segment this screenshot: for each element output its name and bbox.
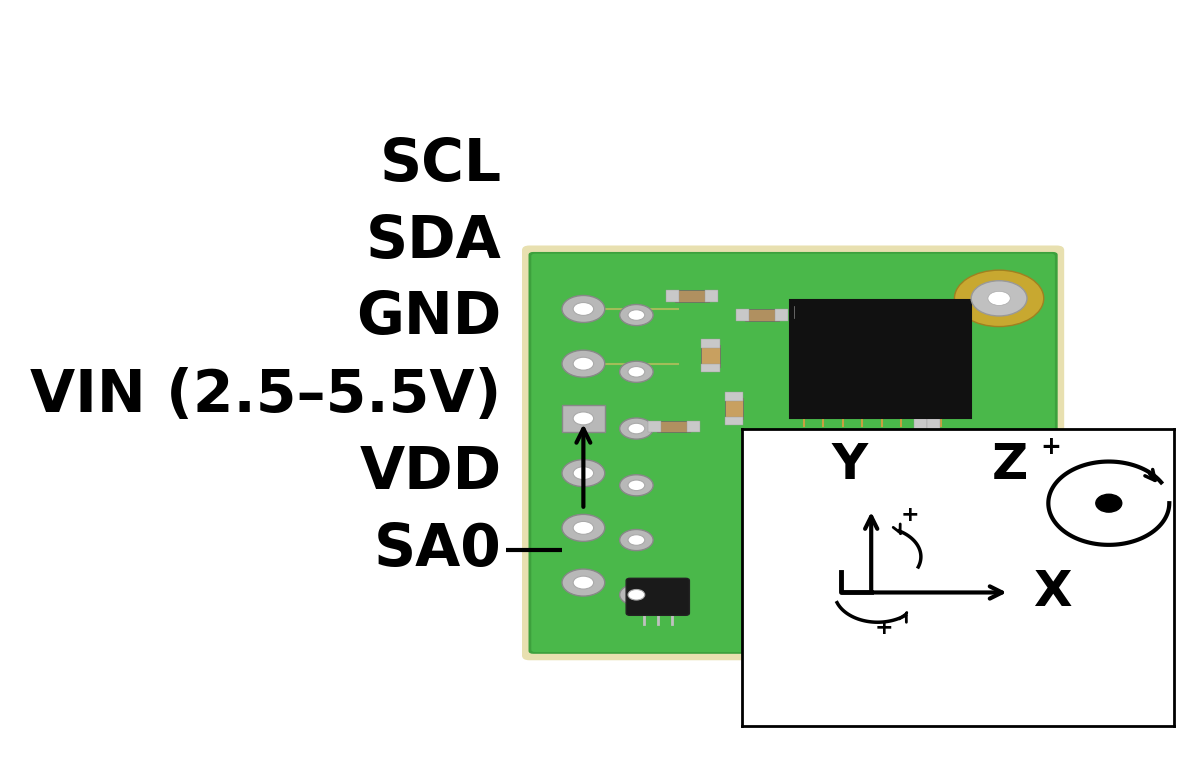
Polygon shape: [926, 401, 940, 429]
Text: X: X: [1033, 568, 1072, 617]
Circle shape: [562, 514, 605, 542]
Polygon shape: [736, 309, 749, 320]
Circle shape: [619, 361, 653, 382]
Polygon shape: [666, 290, 679, 302]
Text: +: +: [1040, 435, 1061, 459]
Circle shape: [574, 576, 594, 589]
Circle shape: [971, 601, 1027, 637]
Circle shape: [574, 467, 594, 480]
Text: SCL: SCL: [379, 137, 502, 194]
Circle shape: [619, 304, 653, 326]
FancyBboxPatch shape: [522, 246, 1064, 660]
Polygon shape: [648, 420, 660, 433]
Circle shape: [562, 459, 605, 487]
Circle shape: [628, 535, 644, 546]
Polygon shape: [775, 309, 788, 320]
Polygon shape: [656, 420, 690, 433]
Text: VDD: VDD: [360, 444, 502, 501]
Text: SDA: SDA: [366, 213, 502, 270]
Circle shape: [971, 281, 1027, 316]
Text: SA0: SA0: [373, 521, 502, 578]
Polygon shape: [803, 468, 816, 479]
Polygon shape: [913, 401, 926, 429]
Polygon shape: [706, 290, 719, 302]
Polygon shape: [686, 420, 700, 433]
Polygon shape: [676, 290, 709, 302]
Circle shape: [619, 584, 653, 605]
Circle shape: [619, 418, 653, 439]
Polygon shape: [702, 364, 720, 372]
Text: GND: GND: [356, 289, 502, 346]
Polygon shape: [725, 398, 743, 420]
Circle shape: [1096, 494, 1122, 512]
Polygon shape: [923, 401, 930, 429]
Circle shape: [628, 423, 644, 434]
Circle shape: [562, 350, 605, 377]
Polygon shape: [896, 468, 908, 479]
FancyBboxPatch shape: [814, 581, 877, 618]
Circle shape: [574, 521, 594, 534]
Text: +: +: [875, 618, 894, 638]
Polygon shape: [702, 340, 720, 348]
FancyBboxPatch shape: [920, 581, 984, 618]
Polygon shape: [863, 444, 896, 456]
FancyBboxPatch shape: [626, 578, 690, 615]
Polygon shape: [725, 417, 743, 425]
Circle shape: [988, 291, 1010, 305]
Polygon shape: [830, 333, 844, 344]
Circle shape: [628, 310, 644, 320]
Text: Z: Z: [991, 440, 1027, 488]
Circle shape: [619, 475, 653, 496]
Polygon shape: [802, 333, 834, 344]
Circle shape: [986, 611, 1012, 626]
Circle shape: [628, 590, 644, 600]
Polygon shape: [857, 468, 870, 479]
Text: VIN (2.5–5.5V): VIN (2.5–5.5V): [30, 368, 502, 424]
Text: Y: Y: [832, 440, 868, 488]
Polygon shape: [854, 444, 868, 456]
Circle shape: [954, 270, 1044, 327]
Polygon shape: [773, 468, 806, 479]
Circle shape: [574, 412, 594, 425]
FancyBboxPatch shape: [562, 405, 605, 432]
Text: +: +: [901, 505, 919, 525]
Circle shape: [574, 302, 594, 315]
FancyBboxPatch shape: [912, 526, 1006, 609]
Circle shape: [619, 530, 653, 551]
Circle shape: [628, 480, 644, 491]
Circle shape: [562, 569, 605, 596]
Polygon shape: [893, 444, 906, 456]
FancyBboxPatch shape: [528, 252, 1057, 654]
FancyBboxPatch shape: [790, 300, 971, 417]
FancyBboxPatch shape: [532, 254, 1055, 652]
Circle shape: [574, 357, 594, 370]
Polygon shape: [866, 468, 900, 479]
Polygon shape: [725, 392, 743, 401]
Circle shape: [628, 366, 644, 377]
Polygon shape: [792, 333, 805, 344]
Polygon shape: [702, 346, 720, 366]
Polygon shape: [745, 309, 779, 320]
Circle shape: [562, 295, 605, 323]
Polygon shape: [763, 468, 776, 479]
